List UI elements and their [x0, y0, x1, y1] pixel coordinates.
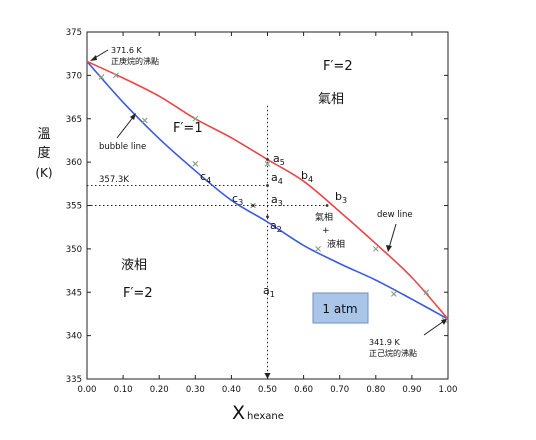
- point-a2-label: a2: [270, 219, 282, 234]
- tie-line-point: [251, 204, 255, 207]
- data-point-marker: [98, 74, 105, 81]
- data-point-marker: [315, 245, 321, 252]
- y-axis-label-line3: (K): [35, 166, 52, 180]
- x-tick-label: 0.60: [294, 385, 313, 395]
- x-tick-label: 0.90: [402, 385, 421, 395]
- tie-line-point: [266, 184, 269, 187]
- marker-stroke-b: [264, 160, 271, 167]
- two-phase-label-line1: 氣相: [315, 211, 333, 223]
- y-tick-label: 350: [66, 245, 82, 255]
- series-line-bubble-line: [86, 60, 449, 320]
- point-a5-label: a5: [273, 152, 285, 167]
- data-point-marker: [423, 289, 430, 296]
- point-b4-label: b4: [301, 169, 313, 184]
- x-tick-label: 0.40: [222, 385, 241, 395]
- pressure-box: [312, 292, 369, 324]
- two-phase-freedom-label: F′=1: [173, 121, 203, 136]
- axes: 0.00 0.10 0.20 0.30 0.40 0.50 0.60 0.70 0.80 0.90…: [35, 28, 457, 424]
- y-axis-label-line2: 度: [37, 145, 50, 161]
- bubble-line-arrow: [116, 115, 135, 139]
- y-tick-label: 360: [66, 158, 82, 168]
- data-point-marker: [112, 72, 119, 79]
- vapor-freedom-label: F′=2: [323, 59, 353, 74]
- marker-stroke-b: [315, 245, 321, 252]
- x-tick-label: 1.00: [439, 385, 458, 395]
- dew-line-arrowhead: [386, 245, 392, 252]
- point-c4-label: c4: [200, 170, 211, 185]
- liquid-phase-label: 液相: [121, 258, 147, 273]
- x-tick-label: 0.20: [150, 385, 169, 395]
- two-phase-label-line2: 液相: [327, 238, 345, 250]
- marker-stroke-b: [98, 74, 105, 81]
- y-tick-label: 335: [66, 375, 82, 385]
- data-point-marker: [192, 115, 199, 122]
- bottom-boiling-point-value: 341.9 K: [369, 338, 400, 347]
- tie-line-point: [266, 215, 269, 219]
- bottom-point-arrowhead: [441, 319, 447, 325]
- data-point-marker: [390, 291, 397, 297]
- y-axis-label-line1: 溫: [37, 127, 50, 142]
- point-a4-label: a4: [271, 171, 283, 186]
- data-point-marker: [372, 245, 379, 252]
- y-tick-label: 345: [66, 288, 82, 298]
- marker-stroke-b: [192, 115, 199, 122]
- marker-stroke-b: [372, 245, 379, 252]
- point-a1-label: a1: [263, 284, 275, 299]
- top-boiling-point-desc: 正庚烷的沸點: [111, 56, 159, 66]
- x-tick-label: 0.80: [366, 385, 385, 395]
- bottom-boiling-point-desc: 正己烷的沸點: [369, 348, 417, 358]
- y-tick-label: 375: [66, 28, 82, 38]
- dew-line-arrow: [388, 223, 397, 249]
- y-tick-label: 370: [66, 71, 82, 81]
- data-point-marker: [192, 160, 199, 167]
- y-tick-label: 365: [66, 115, 82, 125]
- two-phase-label-plus: +: [322, 226, 330, 236]
- tie-line-point: [266, 158, 269, 161]
- pressure-label: 1 atm: [322, 302, 357, 316]
- marker-stroke-b: [141, 117, 148, 124]
- data-markers: [98, 72, 448, 323]
- bottom-point-arrow: [423, 320, 445, 336]
- x-tick-label: 0.00: [78, 385, 97, 395]
- x-tick-label: 0.70: [330, 385, 349, 395]
- marker-stroke-b: [112, 72, 119, 79]
- point-b3-label: b3: [335, 190, 347, 205]
- point-c3-label: c3: [232, 192, 243, 207]
- marker-stroke-b: [192, 160, 199, 167]
- vapor-phase-label: 氣相: [318, 92, 344, 107]
- top-boiling-point-value: 371.6 K: [111, 46, 142, 55]
- y-tick-label: 340: [66, 332, 82, 342]
- point-a3-label: a3: [271, 193, 283, 208]
- x-tick-label: 0.30: [186, 385, 205, 395]
- y-tick-label: 355: [66, 202, 82, 212]
- bubble-line-arrowhead: [130, 113, 136, 120]
- dew-line-label: dew line: [377, 210, 413, 220]
- data-point-marker: [264, 160, 271, 167]
- bubble-line-label: bubble line: [99, 142, 146, 152]
- temperature-357-label: 357.3K: [99, 175, 129, 185]
- liquid-freedom-label: F′=2: [123, 286, 153, 301]
- tie-line-point: [325, 204, 329, 207]
- marker-stroke-b: [390, 291, 397, 297]
- top-point-arrowhead: [90, 55, 97, 61]
- x-tick-label: 0.50: [258, 385, 277, 395]
- data-point-marker: [141, 117, 148, 124]
- marker-stroke-b: [423, 289, 430, 296]
- x-tick-label: 0.10: [114, 385, 133, 395]
